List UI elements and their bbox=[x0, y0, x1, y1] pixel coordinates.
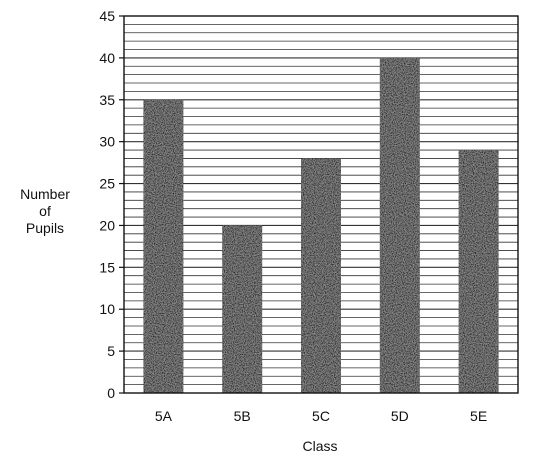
y-axis-label-line-3: Pupils bbox=[25, 220, 65, 236]
x-axis-label: Class bbox=[302, 438, 337, 454]
x-tick-label: 5A bbox=[155, 408, 173, 424]
y-tick-label: 10 bbox=[99, 301, 115, 317]
y-tick-label: 0 bbox=[107, 385, 115, 401]
y-tick-label: 30 bbox=[99, 134, 115, 150]
y-axis-label-line-1: Number bbox=[20, 186, 70, 202]
y-tick-label: 25 bbox=[99, 176, 115, 192]
y-tick-labels: 0 5 10 15 20 25 30 35 40 45 bbox=[99, 8, 124, 401]
x-tick-label: 5E bbox=[470, 408, 487, 424]
bar-5c bbox=[301, 158, 341, 393]
y-tick-label: 5 bbox=[107, 343, 115, 359]
y-tick-label: 40 bbox=[99, 50, 115, 66]
x-tick-label: 5C bbox=[312, 408, 330, 424]
x-tick-label: 5D bbox=[391, 408, 409, 424]
x-tick-labels: 5A 5B 5C 5D 5E bbox=[155, 408, 487, 424]
y-axis-label-line-2: of bbox=[39, 203, 51, 219]
bars bbox=[143, 57, 499, 394]
y-tick-label: 35 bbox=[99, 92, 115, 108]
y-tick-label: 15 bbox=[99, 259, 115, 275]
bar-5e bbox=[458, 150, 499, 393]
bar-5a bbox=[143, 99, 184, 394]
bar-5b bbox=[222, 225, 263, 393]
plot-frame bbox=[123, 15, 519, 394]
y-axis-label: Number of Pupils bbox=[14, 186, 76, 237]
y-tick-label: 20 bbox=[99, 217, 115, 233]
bar-5d bbox=[379, 57, 420, 394]
x-tick-label: 5B bbox=[234, 408, 251, 424]
y-tick-label: 45 bbox=[99, 8, 115, 24]
